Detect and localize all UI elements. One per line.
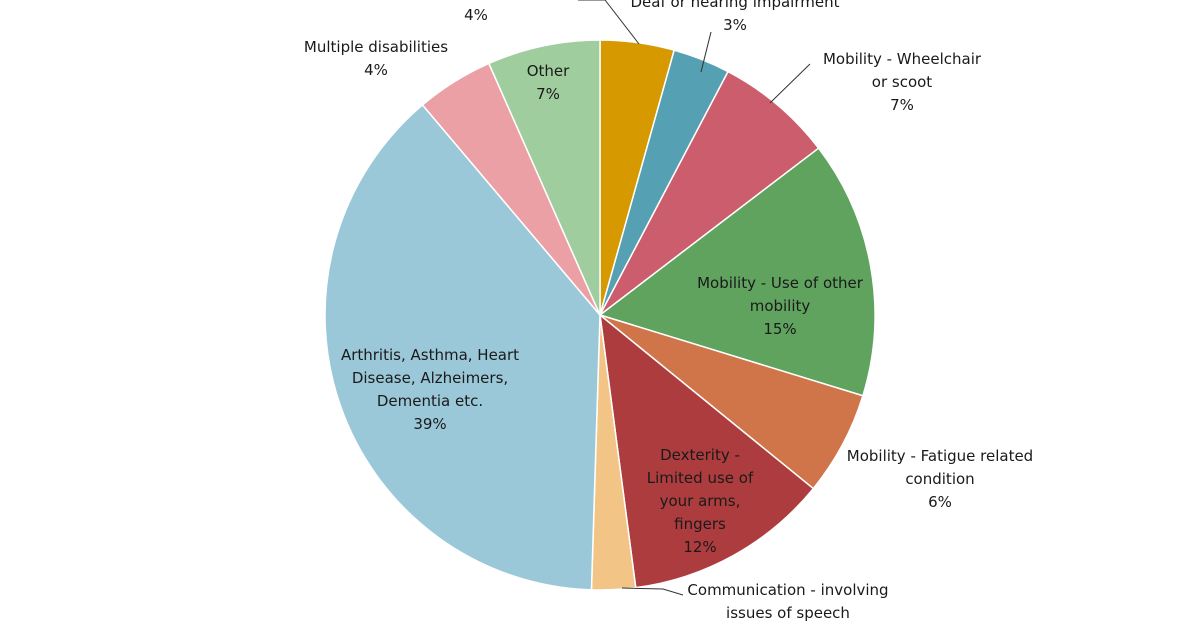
slice-name-label: Communication - involving [687, 581, 888, 599]
slice-label: Deaf or hearing impairment 3% [631, 0, 840, 34]
slice-value-label: 7% [890, 96, 914, 114]
slice-name-label: Dexterity - [660, 446, 740, 464]
slice-name-label: condition [905, 470, 974, 488]
slice-labels: Blind or vision impairment 4% Deaf or hear… [304, 0, 1033, 630]
leader-line [578, 0, 640, 45]
slice-label: Dexterity - Limited use of your arms, finge… [647, 446, 754, 556]
slice-name-label: Mobility - Fatigue related [847, 447, 1033, 465]
slice-name-label: Deaf or hearing impairment [631, 0, 840, 11]
slice-value-label: 2% [776, 627, 800, 630]
slice-label: Mobility - Fatigue related condition 6% [847, 447, 1033, 511]
slice-value-label: 7% [536, 85, 560, 103]
pie-slices [324, 39, 876, 591]
pie-slice [599, 70, 820, 316]
slice-value-label: 4% [464, 6, 488, 24]
slice-label: Mobility - Wheelchair or scoot 7% [823, 50, 982, 114]
slice-value-label: 12% [683, 538, 716, 556]
slice-name-label: Multiple disabilities [304, 38, 448, 56]
pie-slice [487, 39, 601, 316]
pie-slice [324, 103, 601, 591]
slice-name-label: issues of speech [726, 604, 850, 622]
slice-label: Mobility - Use of other mobility 15% [697, 274, 864, 338]
slice-value-label: 39% [413, 415, 446, 433]
slice-label: Arthritis, Asthma, Heart Disease, Alzheim… [341, 346, 519, 433]
slice-name-label: Limited use of [647, 469, 754, 487]
slice-name-label: your arms, [660, 492, 741, 510]
slice-label: Other 7% [527, 62, 570, 103]
slice-name-label: fingers [674, 515, 726, 533]
pie-slice [598, 147, 876, 397]
slice-name-label: Other [527, 62, 570, 80]
leader-lines [578, 0, 811, 596]
leader-line [769, 63, 811, 104]
slice-name-label: or scoot [872, 73, 933, 91]
slice-label: Multiple disabilities 4% [304, 38, 448, 79]
slice-name-label: Dementia etc. [377, 392, 483, 410]
pie-slice [599, 313, 815, 589]
leader-line [621, 587, 684, 596]
leader-line [700, 31, 712, 73]
slice-name-label: Arthritis, Asthma, Heart [341, 346, 519, 364]
slice-value-label: 6% [928, 493, 952, 511]
slice-name-label: Blind or vision impairment [377, 0, 575, 1]
slice-name-label: Mobility - Use of other [697, 274, 864, 292]
slice-value-label: 4% [364, 61, 388, 79]
slice-label: Blind or vision impairment 4% [377, 0, 575, 24]
slice-name-label: mobility [750, 297, 811, 315]
slice-name-label: Mobility - Wheelchair [823, 50, 982, 68]
slice-label: Communication - involving issues of speec… [687, 581, 888, 630]
slice-name-label: Disease, Alzheimers, [352, 369, 508, 387]
slice-value-label: 15% [763, 320, 796, 338]
slice-value-label: 3% [723, 16, 747, 34]
